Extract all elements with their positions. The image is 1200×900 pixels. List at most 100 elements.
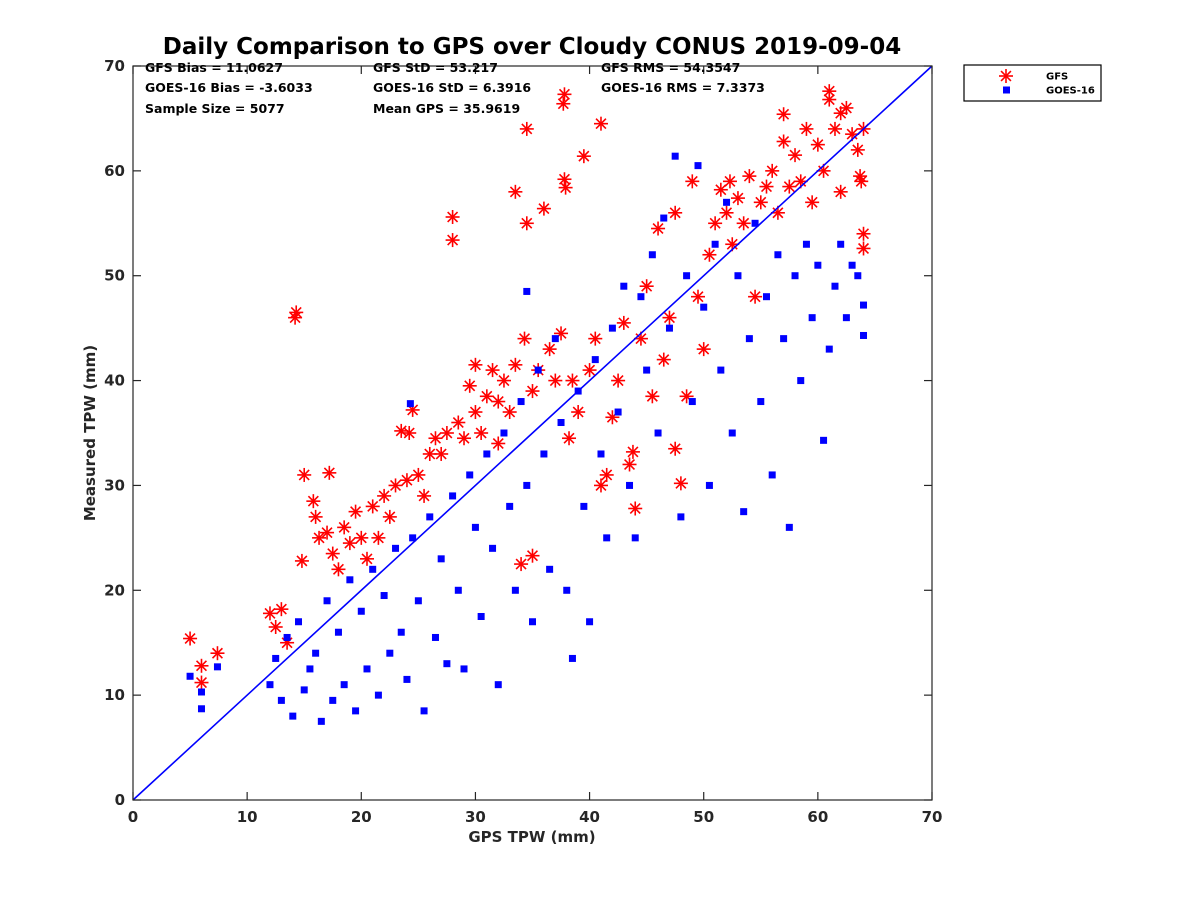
point-goes16 xyxy=(665,324,673,332)
point-gfs xyxy=(816,163,831,178)
point-goes16 xyxy=(820,436,828,444)
point-goes16 xyxy=(688,398,696,406)
point-goes16 xyxy=(483,450,491,458)
point-gfs xyxy=(765,163,780,178)
point-gfs xyxy=(439,426,454,440)
point-gfs xyxy=(525,384,540,399)
point-gfs xyxy=(611,373,626,388)
point-gfs xyxy=(445,209,460,224)
y-tick-label: 40 xyxy=(104,372,125,390)
point-gfs xyxy=(388,478,403,493)
y-tick-label: 0 xyxy=(115,791,125,809)
legend: GFS GOES-16 xyxy=(963,64,1102,102)
point-gfs xyxy=(294,553,309,568)
point-goes16 xyxy=(352,707,360,715)
point-gfs xyxy=(702,247,717,262)
point-gfs xyxy=(514,557,529,572)
point-goes16 xyxy=(608,324,616,332)
point-goes16 xyxy=(340,681,348,689)
point-goes16 xyxy=(295,618,303,626)
point-goes16 xyxy=(357,607,365,615)
point-gfs xyxy=(673,476,688,491)
point-goes16 xyxy=(312,649,320,657)
point-gfs xyxy=(742,169,757,184)
point-gfs xyxy=(776,134,791,149)
point-gfs xyxy=(359,551,374,566)
point-gfs xyxy=(656,352,671,367)
point-gfs xyxy=(605,410,620,425)
point-goes16 xyxy=(791,272,799,280)
reference-line-layer xyxy=(132,65,933,801)
point-gfs xyxy=(593,116,608,131)
point-goes16 xyxy=(392,544,400,552)
point-goes16 xyxy=(431,633,439,641)
point-goes16 xyxy=(825,345,833,353)
point-goes16 xyxy=(494,681,502,689)
ticks-layer: 0 10 20 30 40 50 60 70 0 10 20 30 40 50 60 70 xyxy=(104,57,942,826)
point-goes16 xyxy=(369,565,377,573)
point-gfs xyxy=(558,180,573,195)
point-gfs xyxy=(662,310,677,325)
point-gfs xyxy=(810,137,825,152)
point-gfs xyxy=(428,431,443,446)
series-goes-16 xyxy=(186,152,868,725)
point-gfs xyxy=(491,394,506,409)
point-goes16 xyxy=(409,534,417,542)
point-gfs xyxy=(542,342,557,357)
y-tick-label: 20 xyxy=(104,581,125,599)
point-gfs xyxy=(691,289,706,304)
axes-layer xyxy=(132,65,933,801)
x-tick-label: 20 xyxy=(351,808,372,826)
point-goes16 xyxy=(397,628,405,636)
point-goes16 xyxy=(363,665,371,673)
point-gfs xyxy=(183,631,198,646)
point-goes16 xyxy=(511,586,519,594)
point-gfs xyxy=(839,100,854,115)
x-tick-label: 30 xyxy=(465,808,486,826)
point-goes16 xyxy=(437,555,445,563)
y-tick-label: 50 xyxy=(104,267,125,285)
point-gfs xyxy=(722,174,737,189)
point-gfs xyxy=(274,602,289,617)
point-gfs xyxy=(474,426,489,440)
point-gfs xyxy=(434,446,449,461)
point-gfs xyxy=(445,233,460,248)
point-gfs xyxy=(312,530,327,545)
point-goes16 xyxy=(414,597,422,605)
point-goes16 xyxy=(523,287,531,295)
point-gfs xyxy=(850,142,865,157)
point-goes16 xyxy=(848,261,856,269)
point-gfs xyxy=(491,436,506,451)
point-goes16 xyxy=(785,523,793,531)
point-goes16 xyxy=(266,681,274,689)
point-goes16 xyxy=(671,152,679,160)
point-goes16 xyxy=(586,618,594,626)
x-tick-label: 60 xyxy=(807,808,828,826)
point-goes16 xyxy=(700,303,708,311)
point-goes16 xyxy=(780,335,788,343)
point-gfs xyxy=(519,216,534,231)
point-gfs xyxy=(645,389,660,404)
point-gfs xyxy=(519,121,534,136)
point-goes16 xyxy=(460,665,468,673)
point-goes16 xyxy=(831,282,839,290)
point-gfs xyxy=(411,467,426,482)
point-gfs xyxy=(748,289,763,304)
plot-frame xyxy=(132,65,933,801)
stat-text: GFS StD = 53.217 xyxy=(373,60,498,75)
point-goes16 xyxy=(557,419,565,427)
point-goes16 xyxy=(757,398,765,406)
point-gfs xyxy=(377,488,392,503)
point-goes16 xyxy=(466,471,474,479)
point-goes16 xyxy=(403,675,411,683)
point-gfs xyxy=(639,279,654,294)
legend-label: GFS xyxy=(1046,72,1068,83)
x-axis-label: GPS TPW (mm) xyxy=(468,828,595,846)
point-goes16 xyxy=(540,450,548,458)
point-goes16 xyxy=(677,513,685,521)
point-goes16 xyxy=(277,696,285,704)
point-gfs xyxy=(365,499,380,514)
point-goes16 xyxy=(449,492,457,500)
point-goes16 xyxy=(213,663,221,671)
